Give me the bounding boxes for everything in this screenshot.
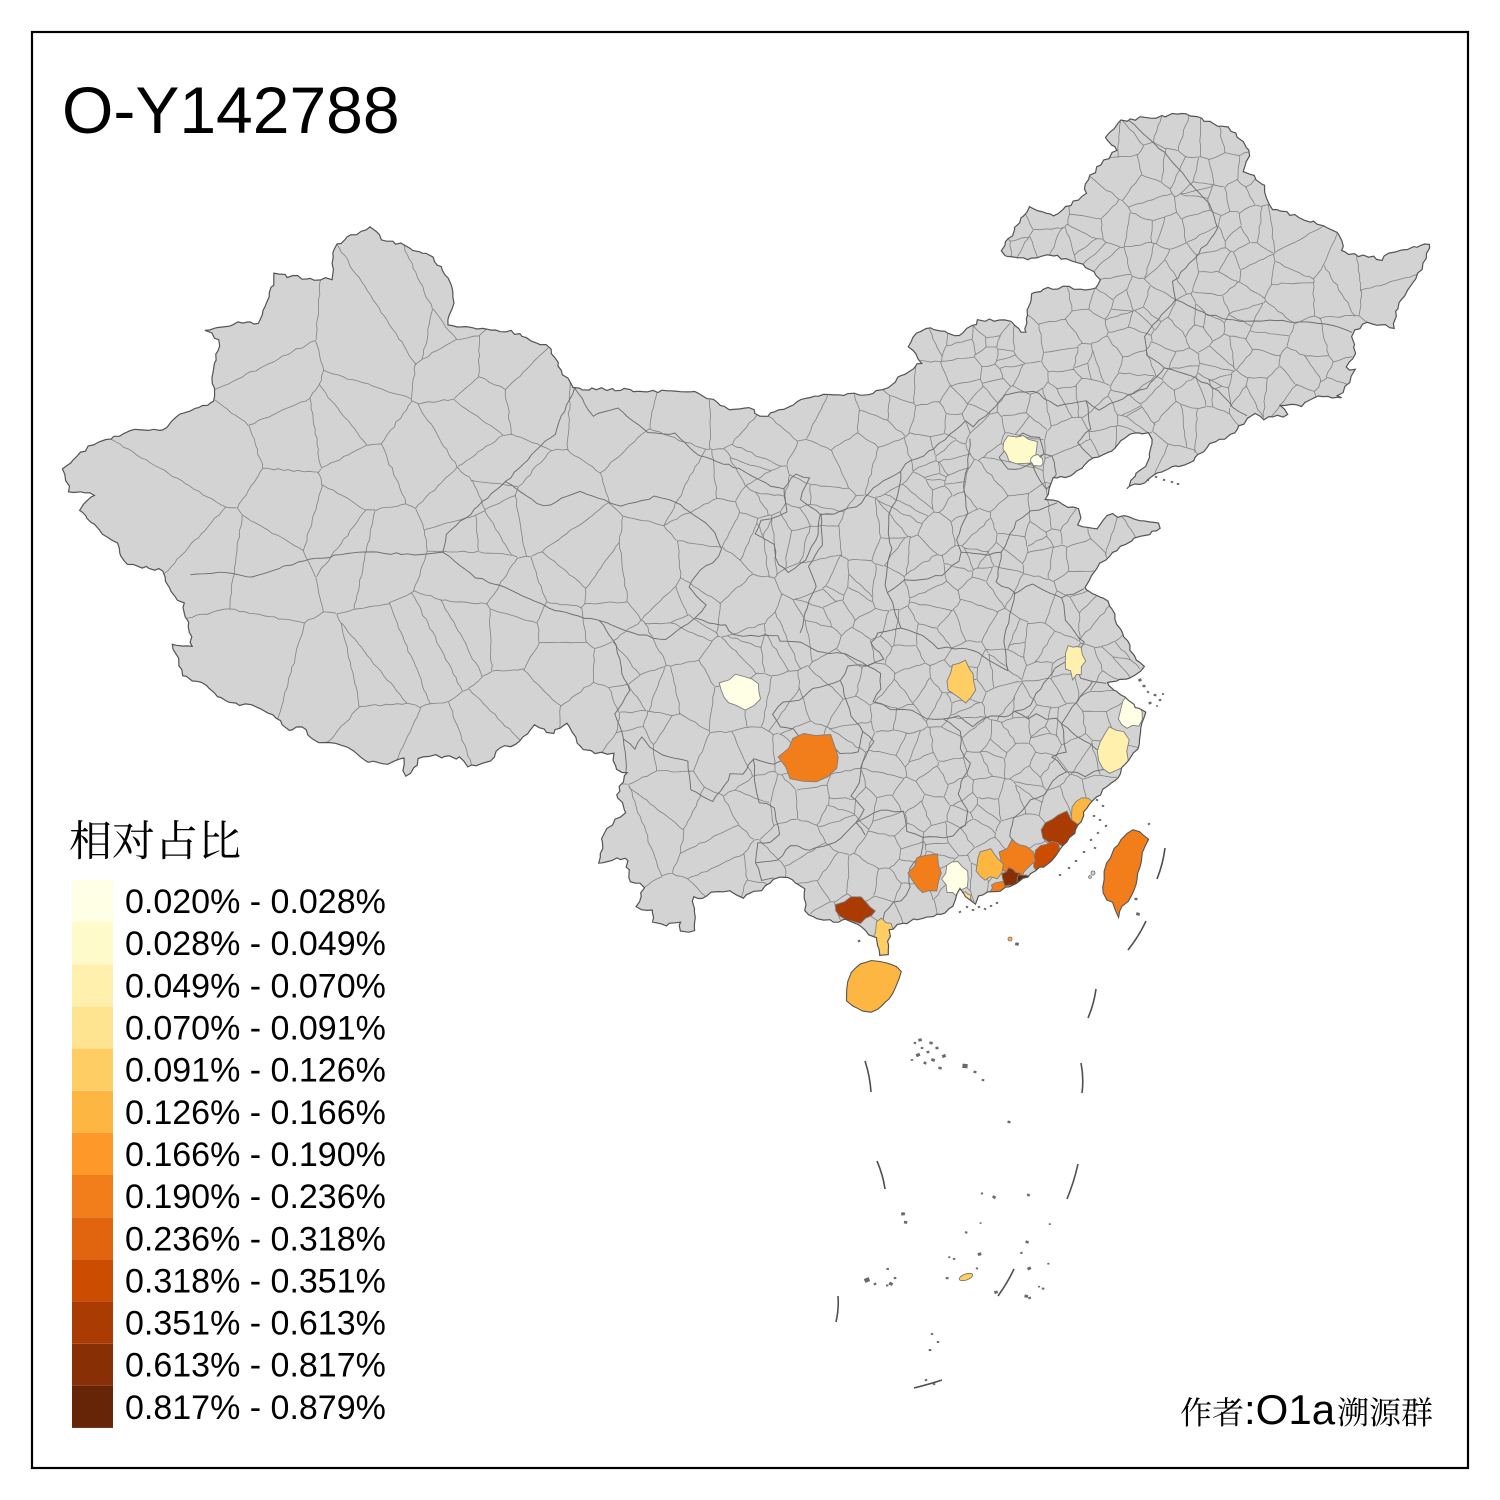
svg-text:0.817% - 0.879%: 0.817% - 0.879% bbox=[125, 1389, 386, 1427]
svg-text:0.190% - 0.236%: 0.190% - 0.236% bbox=[125, 1178, 386, 1216]
svg-text:0.351% - 0.613%: 0.351% - 0.613% bbox=[125, 1305, 386, 1343]
svg-text::O1a: :O1a bbox=[1244, 1386, 1336, 1433]
svg-text:O-Y142788: O-Y142788 bbox=[62, 73, 400, 147]
svg-text:0.020% - 0.028%: 0.020% - 0.028% bbox=[125, 883, 386, 921]
svg-text:0.028% - 0.049%: 0.028% - 0.049% bbox=[125, 925, 386, 963]
svg-text:0.166% - 0.190%: 0.166% - 0.190% bbox=[125, 1136, 386, 1174]
svg-text:0.070% - 0.091%: 0.070% - 0.091% bbox=[125, 1010, 386, 1048]
svg-text:0.318% - 0.351%: 0.318% - 0.351% bbox=[125, 1262, 386, 1300]
svg-text:0.126% - 0.166%: 0.126% - 0.166% bbox=[125, 1094, 386, 1132]
svg-text:0.236% - 0.318%: 0.236% - 0.318% bbox=[125, 1220, 386, 1258]
svg-text:0.613% - 0.817%: 0.613% - 0.817% bbox=[125, 1347, 386, 1385]
svg-text:0.049% - 0.070%: 0.049% - 0.070% bbox=[125, 967, 386, 1005]
svg-text:0.091% - 0.126%: 0.091% - 0.126% bbox=[125, 1052, 386, 1090]
